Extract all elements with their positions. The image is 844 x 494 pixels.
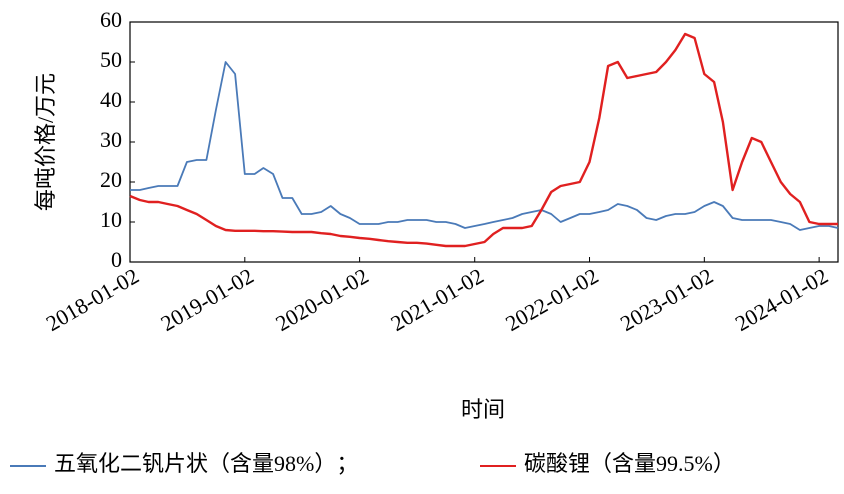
- y-tick-label: 10: [100, 207, 122, 232]
- y-tick-label: 60: [100, 7, 122, 32]
- y-tick-label: 40: [100, 87, 122, 112]
- legend-separator: ；: [336, 451, 358, 476]
- series-line: [130, 61, 839, 231]
- x-axis-label: 时间: [461, 397, 505, 422]
- y-tick-label: 30: [100, 127, 122, 152]
- y-tick-label: 20: [100, 167, 122, 192]
- y-tick-label: 0: [111, 247, 122, 272]
- legend-label: 碳酸锂（含量99.5%）: [524, 451, 735, 476]
- plot-frame: [129, 21, 839, 263]
- x-tick-label: 2021-01-02: [386, 263, 487, 336]
- y-axis-label: 每吨价格/万元: [33, 73, 58, 211]
- x-tick-label: 2020-01-02: [271, 263, 372, 336]
- x-tick-label: 2019-01-02: [156, 263, 257, 336]
- x-tick-label: 2022-01-02: [501, 263, 602, 336]
- x-tick-label: 2018-01-02: [42, 263, 143, 336]
- series-line: [129, 32, 838, 248]
- y-tick-label: 50: [100, 47, 122, 72]
- x-tick-label: 2024-01-02: [731, 263, 832, 336]
- x-tick-label: 2023-01-02: [616, 263, 717, 336]
- legend-label: 五氧化二钒片状（含量98%）: [54, 451, 336, 476]
